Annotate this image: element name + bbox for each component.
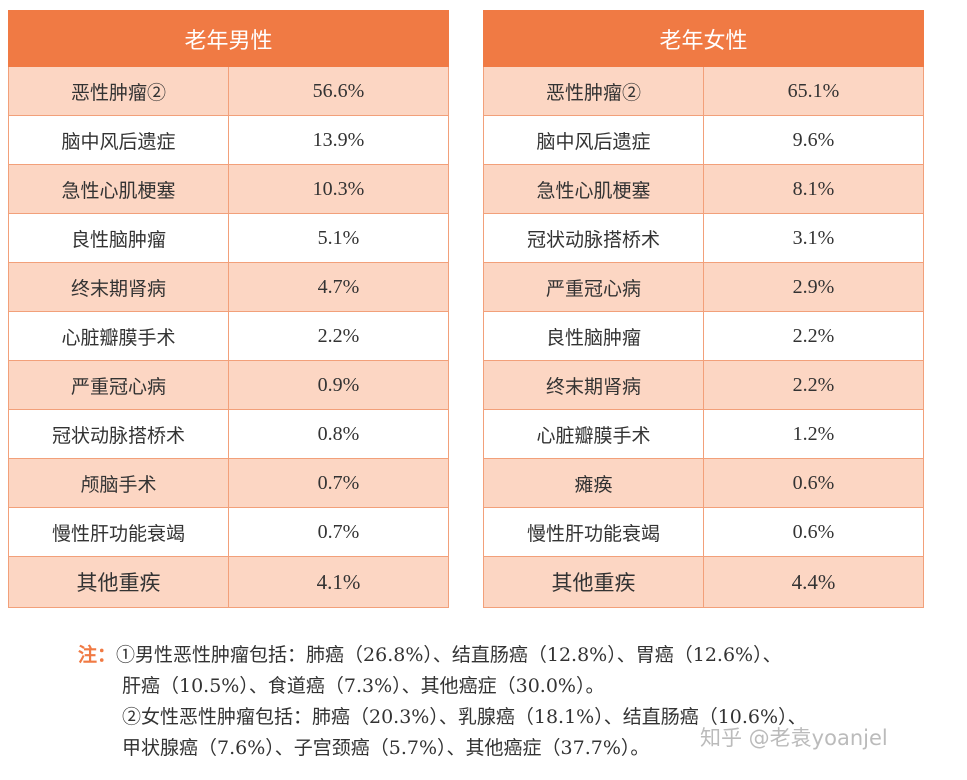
disease-name-cell: 冠状动脉搭桥术 xyxy=(483,213,704,263)
percentage-cell: 2.2% xyxy=(228,311,449,361)
percentage-cell: 2.9% xyxy=(703,262,924,312)
percentage-cell: 13.9% xyxy=(228,115,449,165)
percentage-cell: 0.8% xyxy=(228,409,449,459)
male-table-header: 老年男性 xyxy=(8,10,449,67)
disease-name-cell: 恶性肿瘤② xyxy=(483,66,704,116)
disease-name-cell: 急性心肌梗塞 xyxy=(483,164,704,214)
note-line-4: 甲状腺癌（7.6%）、子宫颈癌（5.7%）、其他癌症（37.7%）。 xyxy=(122,737,650,759)
watermark: 知乎 @老袁yoanjel xyxy=(700,726,888,750)
male-table: 老年男性 恶性肿瘤② 56.6% 脑中风后遗症 13.9% 急性心肌梗塞 10.3% 良性脑… xyxy=(8,10,449,608)
disease-name-cell: 脑中风后遗症 xyxy=(483,115,704,165)
percentage-cell: 4.7% xyxy=(228,262,449,312)
table-row: 其他重疾 4.1% xyxy=(8,556,449,608)
table-row: 冠状动脉搭桥术 0.8% xyxy=(8,409,449,459)
table-row: 脑中风后遗症 13.9% xyxy=(8,115,449,165)
table-row: 心脏瓣膜手术 1.2% xyxy=(483,409,924,459)
table-row: 冠状动脉搭桥术 3.1% xyxy=(483,213,924,263)
percentage-cell: 2.2% xyxy=(703,311,924,361)
disease-name-cell: 恶性肿瘤② xyxy=(8,66,229,116)
female-table: 老年女性 恶性肿瘤② 65.1% 脑中风后遗症 9.6% 急性心肌梗塞 8.1% 冠状动脉搭… xyxy=(483,10,924,608)
percentage-cell: 0.6% xyxy=(703,507,924,557)
percentage-cell: 5.1% xyxy=(228,213,449,263)
percentage-cell: 2.2% xyxy=(703,360,924,410)
percentage-cell: 56.6% xyxy=(228,66,449,116)
disease-name-cell: 终末期肾病 xyxy=(8,262,229,312)
table-row: 心脏瓣膜手术 2.2% xyxy=(8,311,449,361)
percentage-cell: 65.1% xyxy=(703,66,924,116)
table-row: 终末期肾病 4.7% xyxy=(8,262,449,312)
note-line-1: 注：①男性恶性肿瘤包括：肺癌（26.8%）、结直肠癌（12.8%）、胃癌（12.… xyxy=(78,640,958,671)
disease-name-cell: 颅脑手术 xyxy=(8,458,229,508)
percentage-cell: 0.7% xyxy=(228,458,449,508)
disease-name-cell: 慢性肝功能衰竭 xyxy=(483,507,704,557)
footnotes: 注：①男性恶性肿瘤包括：肺癌（26.8%）、结直肠癌（12.8%）、胃癌（12.… xyxy=(78,640,958,764)
percentage-cell: 4.1% xyxy=(228,556,449,608)
table-row: 颅脑手术 0.7% xyxy=(8,458,449,508)
table-row: 恶性肿瘤② 65.1% xyxy=(483,66,924,116)
table-row: 慢性肝功能衰竭 0.7% xyxy=(8,507,449,557)
percentage-cell: 9.6% xyxy=(703,115,924,165)
percentage-cell: 1.2% xyxy=(703,409,924,459)
percentage-cell: 8.1% xyxy=(703,164,924,214)
disease-name-cell: 终末期肾病 xyxy=(483,360,704,410)
disease-name-cell: 良性脑肿瘤 xyxy=(8,213,229,263)
disease-name-cell: 其他重疾 xyxy=(8,556,229,608)
table-row: 慢性肝功能衰竭 0.6% xyxy=(483,507,924,557)
table-row: 急性心肌梗塞 8.1% xyxy=(483,164,924,214)
disease-name-cell: 慢性肝功能衰竭 xyxy=(8,507,229,557)
table-row: 脑中风后遗症 9.6% xyxy=(483,115,924,165)
percentage-cell: 0.7% xyxy=(228,507,449,557)
percentage-cell: 3.1% xyxy=(703,213,924,263)
female-table-header: 老年女性 xyxy=(483,10,924,67)
table-row: 严重冠心病 2.9% xyxy=(483,262,924,312)
note-label: 注： xyxy=(78,644,117,666)
disease-name-cell: 冠状动脉搭桥术 xyxy=(8,409,229,459)
disease-name-cell: 急性心肌梗塞 xyxy=(8,164,229,214)
disease-name-cell: 脑中风后遗症 xyxy=(8,115,229,165)
table-row: 良性脑肿瘤 5.1% xyxy=(8,213,449,263)
disease-name-cell: 严重冠心病 xyxy=(8,360,229,410)
disease-name-cell: 心脏瓣膜手术 xyxy=(483,409,704,459)
disease-name-cell: 心脏瓣膜手术 xyxy=(8,311,229,361)
table-row: 瘫痪 0.6% xyxy=(483,458,924,508)
percentage-cell: 0.6% xyxy=(703,458,924,508)
percentage-cell: 10.3% xyxy=(228,164,449,214)
note-line-3: ②女性恶性肿瘤包括：肺癌（20.3%）、乳腺癌（18.1%）、结直肠癌（10.6… xyxy=(122,706,807,728)
table-row: 急性心肌梗塞 10.3% xyxy=(8,164,449,214)
percentage-cell: 0.9% xyxy=(228,360,449,410)
note-text-1: ①男性恶性肿瘤包括：肺癌（26.8%）、结直肠癌（12.8%）、胃癌（12.6%… xyxy=(116,644,782,666)
disease-name-cell: 良性脑肿瘤 xyxy=(483,311,704,361)
table-row: 其他重疾 4.4% xyxy=(483,556,924,608)
note-line-2: 肝癌（10.5%）、食道癌（7.3%）、其他癌症（30.0%）。 xyxy=(122,675,605,697)
disease-name-cell: 瘫痪 xyxy=(483,458,704,508)
table-row: 严重冠心病 0.9% xyxy=(8,360,449,410)
table-row: 恶性肿瘤② 56.6% xyxy=(8,66,449,116)
disease-name-cell: 严重冠心病 xyxy=(483,262,704,312)
table-row: 终末期肾病 2.2% xyxy=(483,360,924,410)
table-row: 良性脑肿瘤 2.2% xyxy=(483,311,924,361)
percentage-cell: 4.4% xyxy=(703,556,924,608)
disease-name-cell: 其他重疾 xyxy=(483,556,704,608)
